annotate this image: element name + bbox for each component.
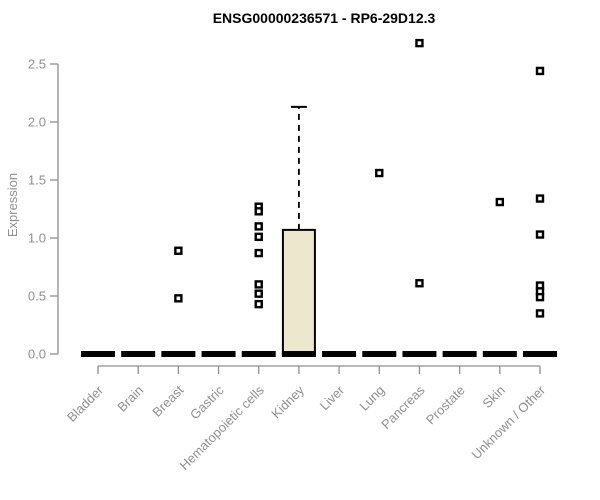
outlier-point	[415, 279, 424, 288]
x-tick-label: Liver	[317, 382, 348, 413]
median-bar	[402, 351, 437, 357]
box-group-gastric	[201, 351, 236, 357]
box-group-breast	[161, 246, 196, 357]
outlier-point	[254, 289, 263, 298]
box-group-pancreas	[402, 38, 437, 357]
outlier-point	[254, 222, 263, 231]
y-tick-label: 0.0	[28, 347, 46, 362]
box-group-hematopoietic-cells	[241, 202, 276, 357]
box-group-skin	[482, 197, 517, 357]
median-bar	[322, 351, 357, 357]
y-tick-label: 2.5	[28, 57, 46, 72]
median-bar	[241, 351, 276, 357]
box-group-lung	[362, 168, 397, 357]
y-axis-label: Expression	[5, 173, 20, 237]
x-tick-label: Skin	[479, 383, 507, 411]
outlier-point	[254, 207, 263, 216]
y-tick-label: 1.0	[28, 231, 46, 246]
x-tick-label: Prostate	[423, 383, 468, 428]
outlier-point	[495, 197, 505, 207]
median-bar	[121, 351, 156, 357]
box-series	[81, 38, 557, 357]
median-bar	[161, 351, 196, 357]
x-tick-label: Unknown / Other	[469, 382, 549, 462]
box-group-liver	[322, 351, 357, 357]
median-bar	[81, 351, 115, 357]
y-tick-label: 1.5	[28, 173, 46, 188]
median-bar	[482, 351, 517, 357]
median-bar	[362, 351, 397, 357]
x-tick-label: Kidney	[268, 382, 307, 421]
box-group-unknown-other	[523, 66, 557, 357]
median-bar	[442, 351, 477, 357]
outlier-point	[174, 246, 183, 255]
box-group-kidney	[281, 105, 316, 357]
outlier-point	[415, 38, 424, 48]
outlier-point	[535, 292, 545, 302]
outlier-point	[254, 232, 263, 242]
box-rect	[281, 228, 316, 356]
outlier-point	[535, 309, 545, 318]
y-tick-label: 2.0	[28, 115, 46, 130]
median-bar	[281, 351, 316, 357]
median-bar	[523, 351, 557, 357]
outlier-point	[254, 248, 263, 258]
outlier-point	[535, 230, 545, 239]
outlier-point	[254, 280, 263, 289]
box-group-bladder	[81, 351, 115, 357]
outlier-point	[174, 294, 183, 303]
x-tick-label: Bladder	[64, 382, 107, 425]
x-tick-label: Breast	[149, 382, 186, 419]
x-tick-label: Gastric	[187, 382, 227, 422]
box-group-brain	[121, 351, 156, 357]
outlier-point	[535, 66, 545, 76]
chart-title: ENSG00000236571 - RP6-29D12.3	[213, 10, 436, 26]
box-group-prostate	[442, 351, 477, 357]
x-tick-label: Lung	[356, 383, 387, 414]
x-tick-label: Brain	[114, 383, 146, 415]
outlier-point	[535, 194, 545, 203]
outlier-point	[254, 299, 263, 309]
x-tick-label: Pancreas	[378, 382, 428, 432]
outlier-point	[375, 168, 384, 178]
y-tick-label: 0.5	[28, 289, 46, 304]
median-bar	[201, 351, 236, 357]
